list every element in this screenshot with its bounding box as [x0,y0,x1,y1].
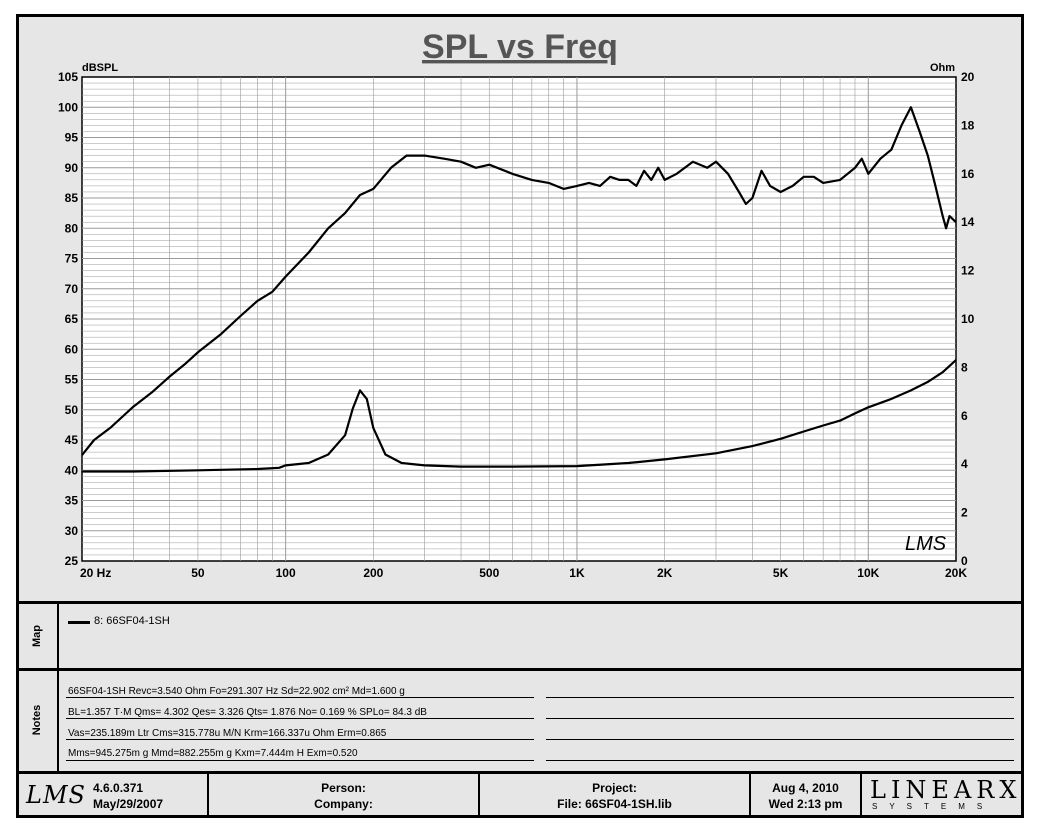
curves [81,106,957,473]
footer-divider [749,773,751,818]
version-number: 4.6.0.371 [93,781,144,795]
right-axis-label: Ohm [930,62,955,74]
divider-map-notes [16,668,1024,671]
lms-watermark: LMS [905,533,947,555]
left-axis-label: dBSPL [82,62,118,74]
left-tick-label: 95 [65,131,79,145]
version-date: May/29/2007 [93,797,164,811]
notes-underline [546,739,1014,740]
lms-logo: LMS [26,781,86,809]
divider-notes-footer [16,771,1024,774]
tick-labels: 1051009590858075706560555045403530252018… [58,70,975,580]
right-tick-label: 4 [961,457,968,471]
project-label: Project: [592,781,637,795]
right-tick-label: 16 [961,167,975,181]
grid-lines [82,77,956,561]
file-label: File: 66SF04-1SH.lib [557,797,672,811]
footer-divider [860,773,862,818]
left-tick-label: 85 [65,191,79,205]
left-tick-label: 105 [58,70,78,84]
right-tick-label: 18 [961,118,975,132]
right-tick-label: 0 [961,554,968,568]
footer-divider [207,773,209,818]
left-tick-label: 35 [65,494,79,508]
left-tick-label: 100 [58,100,78,114]
left-tick-label: 30 [65,524,79,538]
report-date: Aug 4, 2010 [772,781,839,795]
map-side-label: Map [31,625,43,647]
right-tick-label: 6 [961,409,968,423]
report-time: Wed 2:13 pm [768,797,843,811]
notes-underline [546,718,1014,719]
left-tick-label: 45 [65,433,79,447]
x-tick-label: 1K [569,566,585,580]
linearx-logo: LINEARX [870,776,1022,804]
left-tick-label: 75 [65,252,79,266]
right-tick-label: 20 [961,70,975,84]
x-tick-label: 200 [363,566,383,580]
legend-entry: 8: 66SF04-1SH [94,615,170,627]
notes-line: Vas=235.189m Ltr Cms=315.778u M/N Krm=16… [68,728,387,739]
x-tick-label: 10K [857,566,879,580]
left-tick-label: 65 [65,312,79,326]
notes-side-label: Notes [31,704,43,736]
left-tick-label: 50 [65,403,79,417]
person-label: Person: [321,781,366,795]
notes-underline [66,697,534,698]
chart-title: SPL vs Freq [422,28,618,66]
notes-underline [546,697,1014,698]
notes-line: Mms=945.275m g Mmd=882.255m g Kxm=7.444m… [68,748,358,759]
x-tick-label: 20K [945,566,967,580]
linearx-logo-subtitle: SYSTEMS [872,802,995,811]
right-tick-label: 10 [961,312,975,326]
x-tick-label: 50 [191,566,205,580]
impedance-curve [82,359,957,473]
spl-vs-freq-chart: SPL vs Freq dBSPL Ohm 105100959085807570… [58,28,975,580]
x-tick-label: 2K [657,566,673,580]
left-tick-label: 55 [65,373,79,387]
right-tick-label: 14 [961,215,975,229]
notes-underline [66,718,534,719]
right-tick-label: 2 [961,506,968,520]
left-tick-label: 60 [65,342,79,356]
spl-curve [81,106,957,456]
left-tick-label: 90 [65,161,79,175]
x-tick-label: 100 [276,566,296,580]
notes-line: BL=1.357 T·M Qms= 4.302 Qes= 3.326 Qts= … [68,707,427,718]
x-tick-label: 500 [479,566,499,580]
notes-underline [66,739,534,740]
divider-plot-map [16,601,1024,604]
right-tick-label: 8 [961,360,968,374]
legend-line-swatch [68,621,90,624]
right-tick-label: 12 [961,264,975,278]
notes-underline [546,760,1014,761]
left-tick-label: 40 [65,463,79,477]
company-label: Company: [314,797,373,811]
left-tick-label: 80 [65,221,79,235]
left-tick-label: 25 [65,554,79,568]
x-tick-label: 20 Hz [80,566,111,580]
side-column-divider [57,603,59,771]
left-tick-label: 70 [65,282,79,296]
notes-line: 66SF04-1SH Revc=3.540 Ohm Fo=291.307 Hz … [68,686,405,697]
footer-divider [478,773,480,818]
notes-underline [66,760,534,761]
x-tick-label: 5K [773,566,789,580]
